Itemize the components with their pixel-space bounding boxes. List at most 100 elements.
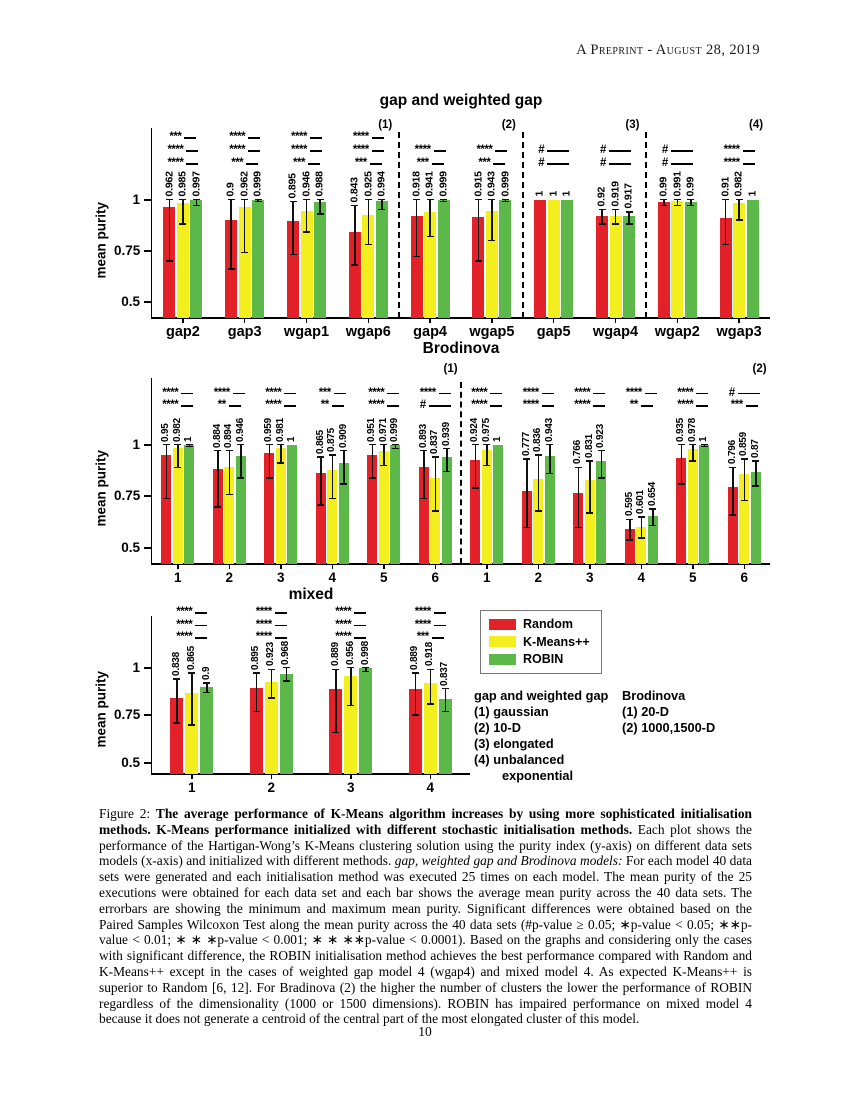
x-category-label: 2 — [225, 570, 233, 585]
caption-segment: For each model 40 data sets were generat… — [99, 853, 752, 1027]
error-bar — [191, 673, 193, 725]
bar-kmeanspp — [687, 449, 698, 564]
error-bar-cap — [254, 200, 262, 203]
bar-value-label: 0.893 — [417, 423, 429, 448]
significance-marker: # — [538, 144, 545, 157]
significance-bracket-line — [184, 137, 197, 139]
bar-random — [315, 472, 326, 564]
significance-row: **** — [567, 387, 613, 400]
bar-robin — [375, 200, 388, 318]
significance-row: **** — [248, 607, 294, 619]
error-bar — [676, 199, 679, 206]
bar-value-label: 1 — [183, 436, 195, 442]
error-bar-cap — [586, 460, 594, 462]
error-bar — [365, 667, 367, 672]
error-bar-cap — [162, 497, 170, 500]
bar-value-label: 1 — [492, 436, 504, 442]
error-bar — [305, 199, 308, 233]
bar-value-label: 0.951 — [366, 417, 378, 442]
bar-value-label: 0.766 — [572, 440, 584, 465]
note-gap-item: (2) 10-D — [474, 720, 521, 735]
error-bar — [176, 678, 178, 723]
significance-bracket-line — [490, 392, 503, 395]
error-bar-cap — [303, 198, 310, 201]
x-category-label: 2 — [534, 570, 542, 585]
significance-marker: **** — [255, 631, 272, 644]
error-bar — [320, 456, 322, 505]
error-bar-cap — [443, 447, 451, 450]
bar-random — [676, 458, 687, 564]
bar-value-label: 1 — [560, 190, 573, 197]
error-bar-cap — [188, 724, 196, 726]
error-bar-cap — [426, 198, 434, 201]
significance-marker: **** — [471, 386, 488, 399]
error-bar — [474, 444, 476, 489]
bar-random — [470, 460, 481, 564]
error-bar-cap — [267, 668, 275, 671]
error-bar-cap — [420, 449, 428, 452]
significance-bracket-line — [493, 163, 506, 165]
bar-robin — [235, 455, 246, 564]
significance-row: # — [531, 158, 577, 170]
chart-mixed: mixed 1 0.75 0.5 mean purity 0.838 0.865 0.9 ***… — [94, 586, 490, 800]
y-tick-label: 0.75 — [114, 707, 141, 723]
error-bar-cap — [282, 666, 290, 669]
bar-random — [408, 688, 422, 774]
significance-row: ** — [618, 400, 664, 412]
significance-bracket-line — [371, 150, 384, 152]
error-bar-cap — [474, 198, 482, 201]
error-bar-cap — [413, 198, 421, 201]
significance-marker: **** — [335, 606, 352, 619]
significance-marker: *** — [416, 631, 429, 644]
error-bar-cap — [443, 470, 451, 473]
group-label: (1) — [378, 119, 393, 131]
x-tick-mark — [367, 319, 370, 323]
y-axis-line — [150, 616, 152, 774]
bar-value-label: 0.836 — [532, 427, 544, 452]
error-bar-cap — [574, 526, 582, 529]
x-category-label: 3 — [276, 570, 285, 585]
error-bar — [429, 669, 431, 704]
error-bar — [732, 467, 734, 516]
error-bar — [371, 444, 373, 478]
error-bar-cap — [265, 443, 273, 446]
bar-kmeanspp — [485, 211, 498, 318]
significance-row: **** — [464, 386, 510, 400]
bar-random — [418, 466, 429, 564]
y-tick-label: 1 — [132, 659, 140, 675]
bar-kmeanspp — [176, 202, 189, 318]
x-category-label: 5 — [379, 570, 388, 585]
bar-value-label: 0.875 — [326, 427, 338, 452]
y-tick-mark — [144, 714, 151, 717]
bar-random — [596, 215, 608, 318]
error-bar — [680, 444, 682, 484]
plot-area-gap-weighted-gap: 1 0.75 0.5 mean purity 0.962 0.985 0.997 *** ***… — [94, 119, 770, 340]
significance-row: **** — [407, 607, 453, 619]
error-bar-cap — [316, 213, 324, 215]
bar-value-label: 0.982 — [171, 417, 183, 442]
error-bar-cap — [625, 223, 633, 225]
chart-title-gap-weighted-gap: gap and weighted gap — [379, 92, 543, 109]
bar-robin — [437, 199, 450, 318]
bar-random — [287, 220, 299, 318]
error-bar — [195, 199, 198, 206]
significance-bracket-line — [387, 405, 400, 407]
error-bar — [268, 444, 270, 478]
error-bar-cap — [265, 477, 273, 479]
significance-row: **** — [169, 619, 215, 632]
bar-robin — [441, 457, 452, 564]
significance-bracket-line — [433, 624, 446, 627]
significance-marker: *** — [354, 157, 367, 170]
significance-bracket-line — [670, 150, 693, 152]
error-bar-cap — [612, 208, 619, 211]
significance-marker: # — [600, 157, 606, 170]
note-brodinova-models: Brodinova (1) 20-D (2) 1000,1500-D — [622, 688, 715, 736]
bar-value-label: 0.959 — [263, 417, 275, 442]
bar-kmeanspp — [275, 448, 286, 564]
significance-marker: **** — [414, 144, 431, 157]
error-bar — [446, 448, 448, 472]
bar-value-label: 0.923 — [595, 423, 607, 448]
error-bar-cap — [214, 506, 222, 508]
bar-value-label: 0.884 — [211, 423, 223, 448]
error-bar — [394, 444, 396, 449]
